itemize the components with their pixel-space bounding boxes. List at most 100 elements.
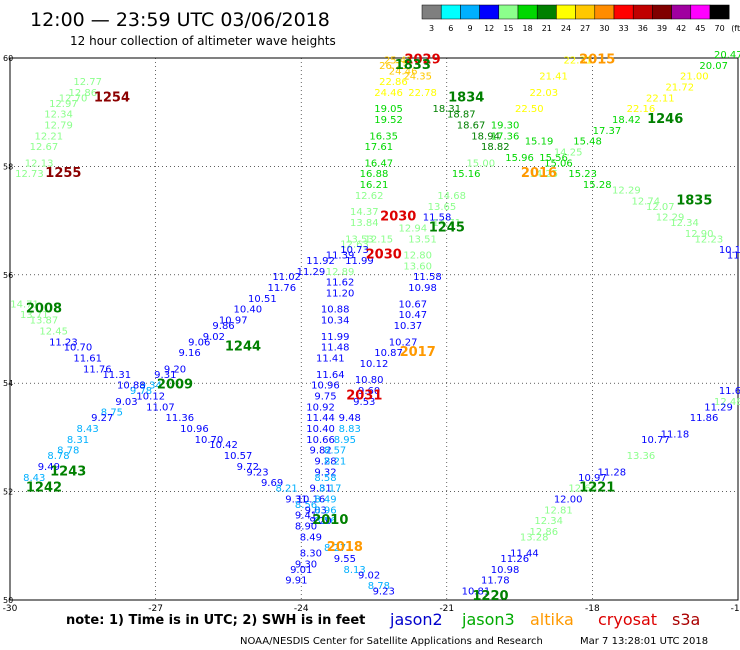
- data-point: 10.88: [117, 381, 146, 392]
- x-tick-label: -18: [585, 604, 600, 614]
- colorbar-swatch: [460, 4, 480, 20]
- x-axis-ticks: -30 -27 -24 -21 -18 -15: [3, 604, 740, 614]
- data-point: 12.21: [35, 131, 64, 142]
- data-point: 10.81: [462, 587, 491, 598]
- data-point: 10.16: [297, 494, 326, 505]
- data-point: 13.87: [30, 316, 59, 327]
- data-point: 11.78: [481, 576, 510, 587]
- data-point: 12.81: [544, 505, 573, 516]
- data-point: 10.97: [219, 316, 248, 327]
- data-point: 10.98: [491, 565, 520, 576]
- time-label: 1833: [395, 58, 431, 73]
- colorbar-label: 39: [657, 24, 667, 33]
- y-axis-ticks: 60 58 56 54 52 50: [3, 54, 13, 605]
- data-point: 8.78: [368, 581, 390, 592]
- time-label: 1244: [225, 340, 261, 355]
- data-point: 10.96: [180, 424, 209, 435]
- data-point: 9.16: [178, 348, 200, 359]
- data-point: 8.58: [314, 473, 336, 484]
- x-tick-label: -21: [439, 604, 454, 614]
- data-point: 15.16: [452, 169, 481, 180]
- colorbar-swatch: [498, 4, 519, 20]
- data-point: 16.35: [369, 131, 398, 142]
- data-point: 11.86: [690, 413, 719, 424]
- data-point: 10.77: [641, 435, 670, 446]
- data-point: 10.14: [719, 245, 740, 256]
- colorbar-swatch: [479, 4, 500, 20]
- data-point: 18.31: [432, 104, 461, 115]
- data-point: 12.86: [68, 88, 97, 99]
- time-label: 1834: [448, 90, 484, 105]
- data-point: 14.71: [10, 299, 39, 310]
- colorbar-label: 36: [638, 24, 648, 33]
- data-point: 8.49: [314, 494, 336, 505]
- data-point: 8.17: [319, 484, 341, 495]
- data-point: 10.51: [248, 294, 277, 305]
- data-point: 9.20: [164, 364, 186, 375]
- data-point: 15.19: [525, 137, 554, 148]
- data-point: 22.03: [530, 88, 559, 99]
- data-point: 9.86: [212, 321, 234, 332]
- colorbar-swatch: [652, 4, 672, 20]
- y-tick-label: 54: [3, 379, 13, 388]
- data-point: 12.68: [568, 484, 597, 495]
- data-point: 14.68: [437, 191, 466, 202]
- data-point: 12.79: [44, 120, 73, 131]
- data-point: 9.23: [373, 587, 395, 598]
- data-point: 12.70: [59, 93, 88, 104]
- data-point: 9.28: [314, 457, 336, 468]
- data-point: 9.03: [305, 505, 327, 516]
- data-point: 12.80: [403, 251, 432, 262]
- colorbar-swatch: [594, 4, 615, 20]
- data-point: 11.36: [166, 413, 195, 424]
- data-point: 9.30: [295, 559, 317, 570]
- data-point: 22.16: [627, 104, 656, 115]
- data-point: 14.71: [432, 218, 461, 229]
- data-point: 9.48: [339, 413, 361, 424]
- y-tick-label: 52: [3, 488, 13, 497]
- data-point: 17.36: [491, 131, 520, 142]
- data-point: 9.72: [237, 462, 259, 473]
- data-point: 11.76: [83, 364, 112, 375]
- data-point: 9.82: [309, 446, 331, 457]
- data-point: 12.34: [44, 110, 73, 121]
- timestamp-text: Mar 7 13:28:01 UTC 2018: [580, 636, 708, 647]
- data-point: 8.43: [23, 473, 45, 484]
- data-point: 12.94: [399, 223, 428, 234]
- data-point: 11.64: [316, 370, 345, 381]
- data-point: 11.99: [345, 256, 374, 267]
- data-point: 12.23: [695, 234, 724, 245]
- data-point: 13.36: [627, 451, 656, 462]
- x-tick-label: -15: [731, 604, 740, 614]
- data-point: 11.28: [597, 467, 626, 478]
- colorbar-label: 24: [561, 24, 571, 33]
- data-point: 10.40: [306, 424, 335, 435]
- colorbar-swatch: [536, 4, 557, 20]
- data-point: 8.83: [339, 424, 361, 435]
- time-label: 2016: [521, 166, 557, 181]
- data-point: 15.48: [573, 137, 602, 148]
- colorbar-label: 12: [484, 24, 494, 33]
- data-point: 13.60: [403, 261, 432, 272]
- colorbar-swatch: [440, 4, 461, 20]
- data-point: 9.75: [314, 391, 336, 402]
- data-point: 19.30: [491, 120, 520, 131]
- legend: jason2 jason3 altika cryosat s3a: [389, 610, 700, 629]
- data-point: 10.34: [321, 316, 350, 327]
- data-point: 11.58: [423, 213, 452, 224]
- time-label: 1242: [26, 481, 62, 496]
- data-point: 11.29: [704, 402, 733, 413]
- data-point: 8.78: [47, 451, 69, 462]
- data-point: 10.70: [195, 435, 224, 446]
- time-label: 1835: [676, 193, 712, 208]
- colorbar-swatch: [709, 4, 730, 20]
- colorbar-label: 70: [715, 24, 725, 33]
- data-point: 10.47: [399, 310, 428, 321]
- legend-jason3: jason3: [461, 610, 515, 629]
- data-point: 14.25: [554, 148, 583, 159]
- data-point: 8.49: [300, 532, 322, 543]
- data-point: 12.13: [25, 158, 54, 169]
